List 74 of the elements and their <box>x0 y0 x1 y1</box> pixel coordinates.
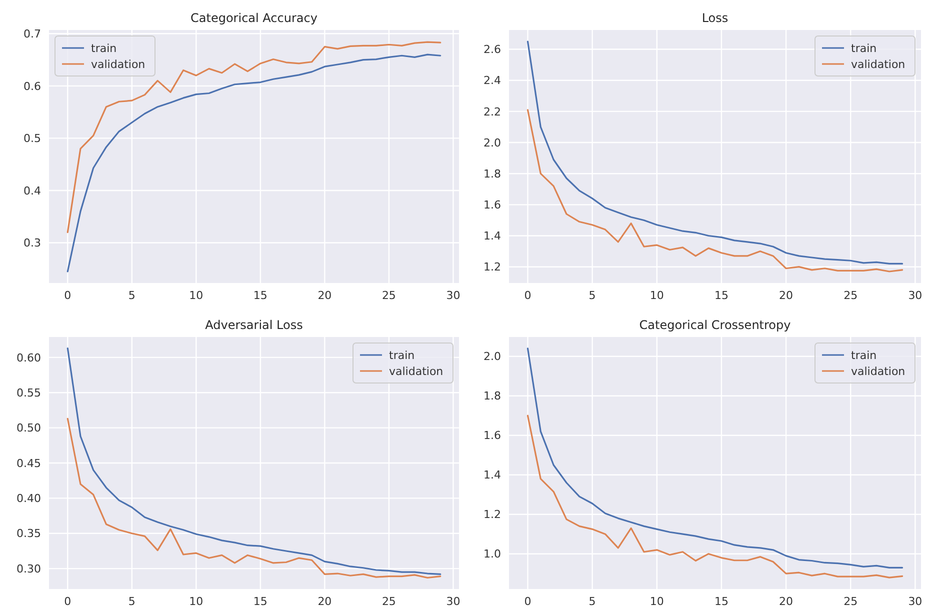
x-tick-label: 5 <box>588 595 596 608</box>
legend-label: train <box>851 42 877 55</box>
x-tick-label: 30 <box>908 595 922 608</box>
line-series <box>526 40 904 265</box>
x-tick-label: 30 <box>446 289 460 302</box>
x-tick-label: 15 <box>253 289 268 302</box>
y-tick-label: 1.8 <box>484 167 501 180</box>
x-tick-label: 25 <box>382 289 396 302</box>
x-tick-label: 25 <box>382 595 396 608</box>
x-tick-label: 5 <box>128 595 136 608</box>
x-tick-label: 30 <box>908 289 922 302</box>
y-tick-label: 1.2 <box>484 508 501 522</box>
y-tick-label: 0.5 <box>24 132 41 146</box>
chart-title: Adversarial Loss <box>205 318 303 332</box>
x-tick-label: 5 <box>588 289 596 302</box>
x-tick-label: 20 <box>779 289 794 302</box>
x-tick-label: 10 <box>650 289 664 302</box>
legend-label: validation <box>389 364 444 378</box>
legend-label: validation <box>851 58 906 71</box>
x-tick-label: 20 <box>318 289 332 302</box>
legend-label: train <box>851 348 877 362</box>
x-tick-label: 25 <box>844 289 858 302</box>
line-series <box>66 347 442 576</box>
y-tick-label: 2.0 <box>484 136 501 150</box>
y-tick-label: 0.3 <box>24 236 41 250</box>
x-tick-label: 30 <box>446 595 460 608</box>
x-tick-label: 10 <box>650 595 664 608</box>
chart-title: Categorical Crossentropy <box>639 318 791 332</box>
x-tick-label: 15 <box>714 595 728 608</box>
y-tick-label: 0.55 <box>16 386 41 400</box>
y-tick-label: 0.45 <box>16 456 41 470</box>
x-tick-label: 5 <box>128 289 136 302</box>
y-tick-label: 0.35 <box>16 527 41 540</box>
y-tick-label: 0.60 <box>16 351 41 364</box>
line-series <box>526 109 904 272</box>
y-tick-label: 2.0 <box>484 350 501 364</box>
line-series <box>66 418 442 579</box>
x-tick-label: 0 <box>64 595 72 608</box>
x-tick-label: 25 <box>844 595 858 608</box>
chart-title: Categorical Accuracy <box>190 11 318 25</box>
y-tick-label: 1.4 <box>484 468 501 482</box>
y-tick-label: 2.2 <box>484 105 501 118</box>
line-series <box>526 414 904 578</box>
y-tick-label: 1.2 <box>484 260 501 274</box>
line-series <box>66 41 442 234</box>
y-tick-label: 0.50 <box>16 422 41 435</box>
y-tick-label: 0.40 <box>16 492 41 506</box>
x-tick-label: 15 <box>253 595 268 608</box>
legend-label: train <box>91 42 117 55</box>
x-tick-label: 20 <box>779 595 794 608</box>
x-tick-label: 0 <box>64 289 72 302</box>
y-tick-label: 2.6 <box>484 43 501 56</box>
x-tick-label: 15 <box>714 289 728 302</box>
x-tick-label: 10 <box>189 289 204 302</box>
legend-label: train <box>389 348 415 362</box>
line-series <box>66 54 442 272</box>
y-tick-label: 1.6 <box>484 198 501 212</box>
y-tick-label: 0.30 <box>16 562 41 576</box>
y-tick-label: 1.6 <box>484 429 501 442</box>
x-tick-label: 10 <box>189 595 204 608</box>
legend-label: validation <box>91 58 146 71</box>
y-tick-label: 0.7 <box>24 28 41 41</box>
y-tick-label: 1.8 <box>484 390 501 403</box>
y-tick-label: 1.0 <box>484 548 501 561</box>
y-tick-label: 0.4 <box>24 184 41 198</box>
line-series <box>526 348 904 568</box>
x-tick-label: 0 <box>524 595 532 608</box>
y-tick-label: 1.4 <box>484 230 501 243</box>
chart-title: Loss <box>702 11 728 25</box>
legend-label: validation <box>851 364 906 378</box>
x-tick-label: 20 <box>318 595 332 608</box>
x-tick-label: 0 <box>524 289 532 302</box>
y-tick-label: 0.6 <box>24 80 41 93</box>
y-tick-label: 2.4 <box>484 74 501 88</box>
